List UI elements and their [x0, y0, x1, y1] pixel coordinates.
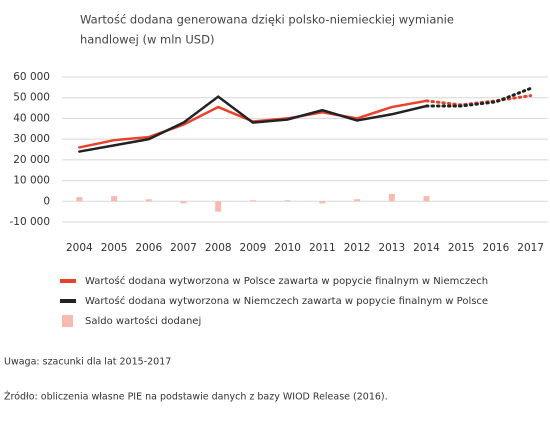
line [425, 94, 533, 107]
x-tick-label: 2009 [240, 242, 267, 254]
chart-title: Wartość dodana generowana dzięki polsko-… [80, 13, 454, 27]
y-tick-label: 60 000 [13, 71, 50, 83]
x-tick-label: 2005 [101, 242, 128, 254]
x-tick-label: 2007 [170, 242, 197, 254]
x-tick-label: 2015 [448, 242, 475, 254]
x-tick-label: 2013 [378, 242, 405, 254]
x-tick-label: 2004 [66, 242, 93, 254]
legend-label: Saldo wartości dodanej [85, 315, 201, 327]
bar [388, 194, 395, 202]
y-tick-label: 30 000 [13, 133, 50, 145]
x-tick-label: 2006 [135, 242, 162, 254]
source: Źródło: obliczenia własne PIE na podstaw… [4, 391, 388, 403]
bar [423, 196, 430, 202]
bar [249, 200, 256, 202]
legend-label: Wartość dodana wytworzona w Polsce zawar… [85, 275, 488, 287]
y-tick-label: 20 000 [13, 154, 50, 166]
legend-label: Wartość dodana wytworzona w Niemczech za… [85, 295, 488, 307]
line [78, 99, 428, 149]
legend-swatch [62, 315, 73, 327]
bar [145, 199, 152, 202]
y-tick-label: 0 [43, 195, 50, 207]
bar [319, 201, 326, 204]
y-tick-label: 40 000 [13, 112, 50, 124]
x-tick-label: 2011 [309, 242, 336, 254]
y-tick-label: 10 000 [13, 175, 50, 187]
chart-title: handlowej (w mln USD) [80, 33, 214, 47]
bar [284, 200, 291, 202]
bar [354, 199, 361, 202]
x-tick-label: 2010 [274, 242, 301, 254]
note: Uwaga: szacunki dla lat 2015-2017 [4, 357, 171, 368]
bar [180, 201, 187, 204]
bar [111, 196, 118, 202]
x-tick-label: 2012 [344, 242, 371, 254]
x-tick-label: 2016 [483, 242, 510, 254]
bar [215, 201, 222, 212]
x-tick-label: 2017 [517, 242, 544, 254]
bar [76, 197, 83, 202]
y-tick-label: 50 000 [13, 92, 50, 104]
x-tick-label: 2008 [205, 242, 232, 254]
line [78, 95, 428, 153]
line [425, 86, 533, 108]
x-tick-label: 2014 [413, 242, 440, 254]
y-tick-label: -10 000 [9, 216, 50, 228]
